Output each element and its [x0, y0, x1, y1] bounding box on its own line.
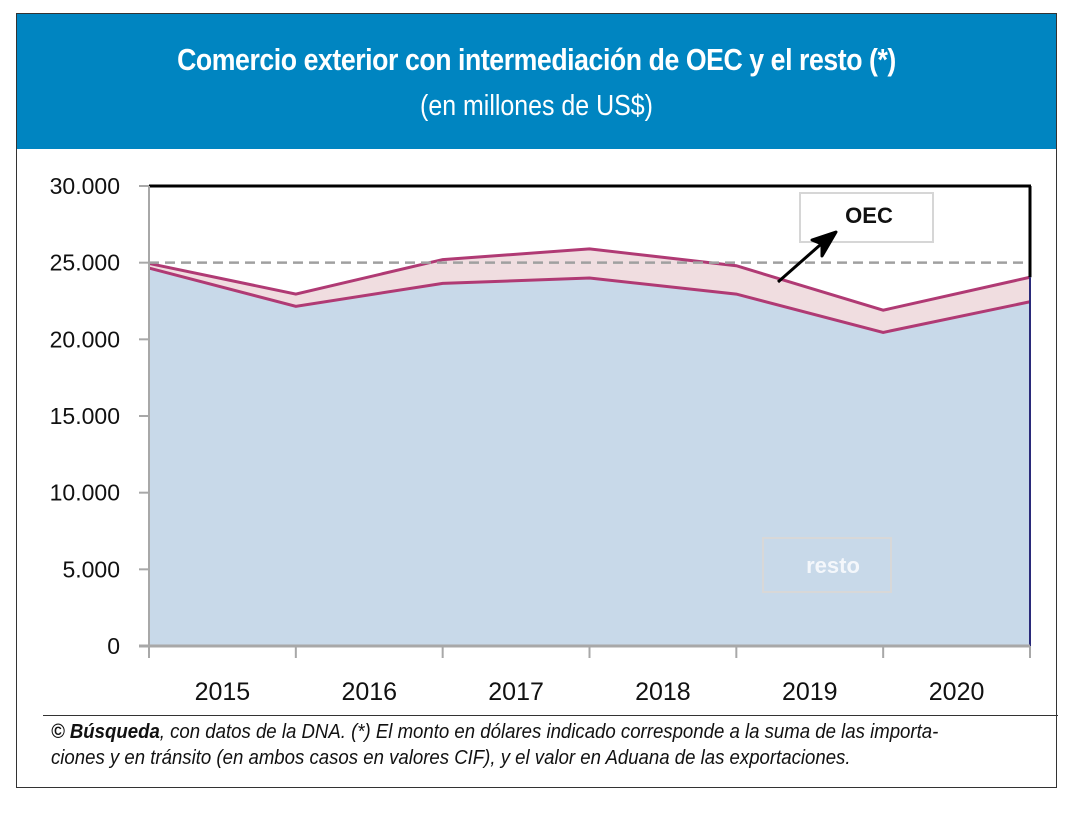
x-tick-label: 2020	[929, 678, 985, 706]
oec-area	[149, 248, 1030, 333]
x-tick-label: 2019	[782, 678, 838, 706]
source-note: © Búsqueda, con datos de la DNA. (*) El …	[51, 719, 990, 771]
oec-label-box	[799, 192, 934, 243]
footer-divider	[43, 715, 1058, 716]
x-tick-label: 2018	[635, 678, 691, 706]
y-tick-label: 15.000	[50, 403, 120, 429]
oec-label: OEC	[845, 203, 893, 228]
source-name: © Búsqueda	[51, 721, 160, 743]
y-tick-label: 30.000	[50, 173, 120, 199]
total-line	[148, 247, 1031, 312]
chart-header: Comercio exterior con intermediación de …	[17, 14, 1056, 149]
resto-line	[148, 266, 1031, 334]
arrow-head-icon	[810, 230, 838, 258]
y-tick-label: 20.000	[50, 326, 120, 352]
x-tick-label: 2015	[195, 678, 251, 706]
x-tick-label: 2017	[488, 678, 544, 706]
oec-arrow-line	[777, 236, 829, 284]
resto-label: resto	[806, 553, 860, 578]
resto-area	[149, 268, 1030, 646]
y-tick-label: 10.000	[50, 480, 120, 506]
source-text: , con datos de la DNA. (*) El monto en d…	[51, 721, 939, 769]
y-tick-label: 0	[107, 633, 120, 659]
chart-title: Comercio exterior con intermediación de …	[177, 42, 896, 77]
y-tick-label: 25.000	[50, 250, 120, 276]
chart-subtitle: (en millones de US$)	[420, 90, 653, 122]
resto-label-box	[762, 537, 892, 593]
y-tick-label: 5.000	[62, 556, 120, 582]
x-tick-label: 2016	[341, 678, 397, 706]
